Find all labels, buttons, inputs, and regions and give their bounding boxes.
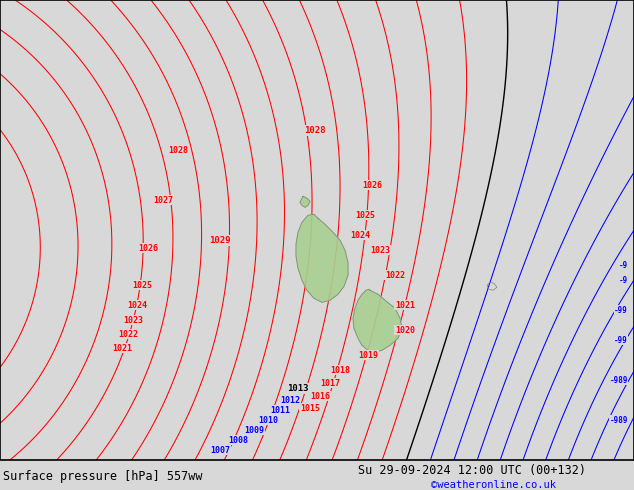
Text: -989: -989 (609, 416, 628, 425)
Text: 1008: 1008 (228, 436, 248, 445)
Text: 1017: 1017 (320, 379, 340, 388)
Text: 1009: 1009 (244, 426, 264, 435)
Text: 1023: 1023 (123, 316, 143, 325)
Text: 1015: 1015 (300, 404, 320, 413)
Text: 1020: 1020 (395, 326, 415, 335)
Text: 1028: 1028 (168, 146, 188, 155)
Text: 1027: 1027 (153, 196, 173, 205)
Text: -989: -989 (609, 376, 628, 385)
Text: 1010: 1010 (258, 416, 278, 425)
Text: 1021: 1021 (395, 301, 415, 310)
Text: 1021: 1021 (112, 344, 132, 353)
Text: 1012: 1012 (280, 396, 300, 405)
Text: -9: -9 (619, 261, 628, 270)
Text: 1013: 1013 (287, 384, 309, 393)
Text: ©weatheronline.co.uk: ©weatheronline.co.uk (431, 480, 556, 490)
Text: 1026: 1026 (362, 181, 382, 190)
Text: 1029: 1029 (209, 236, 231, 245)
Text: 1016: 1016 (310, 392, 330, 401)
Text: 1022: 1022 (385, 271, 405, 280)
Text: -99: -99 (614, 336, 628, 345)
Text: 1018: 1018 (330, 366, 350, 375)
Text: 1028: 1028 (304, 126, 326, 135)
Polygon shape (296, 214, 348, 302)
Text: 1024: 1024 (127, 301, 147, 310)
Text: 1007: 1007 (210, 446, 230, 455)
Text: Surface pressure [hPa] 557ww: Surface pressure [hPa] 557ww (3, 470, 203, 483)
Text: 1026: 1026 (138, 244, 158, 253)
Polygon shape (353, 289, 402, 352)
Text: -99: -99 (614, 306, 628, 315)
Text: 1025: 1025 (132, 281, 152, 290)
Text: 1025: 1025 (355, 211, 375, 220)
Text: 1024: 1024 (350, 231, 370, 240)
Text: 1011: 1011 (270, 406, 290, 415)
Polygon shape (300, 196, 310, 207)
Text: 1023: 1023 (370, 246, 390, 255)
Text: Su 29-09-2024 12:00 UTC (00+132): Su 29-09-2024 12:00 UTC (00+132) (358, 464, 586, 477)
Text: 1022: 1022 (118, 330, 138, 339)
Text: 1019: 1019 (358, 351, 378, 360)
Text: -9: -9 (619, 276, 628, 285)
